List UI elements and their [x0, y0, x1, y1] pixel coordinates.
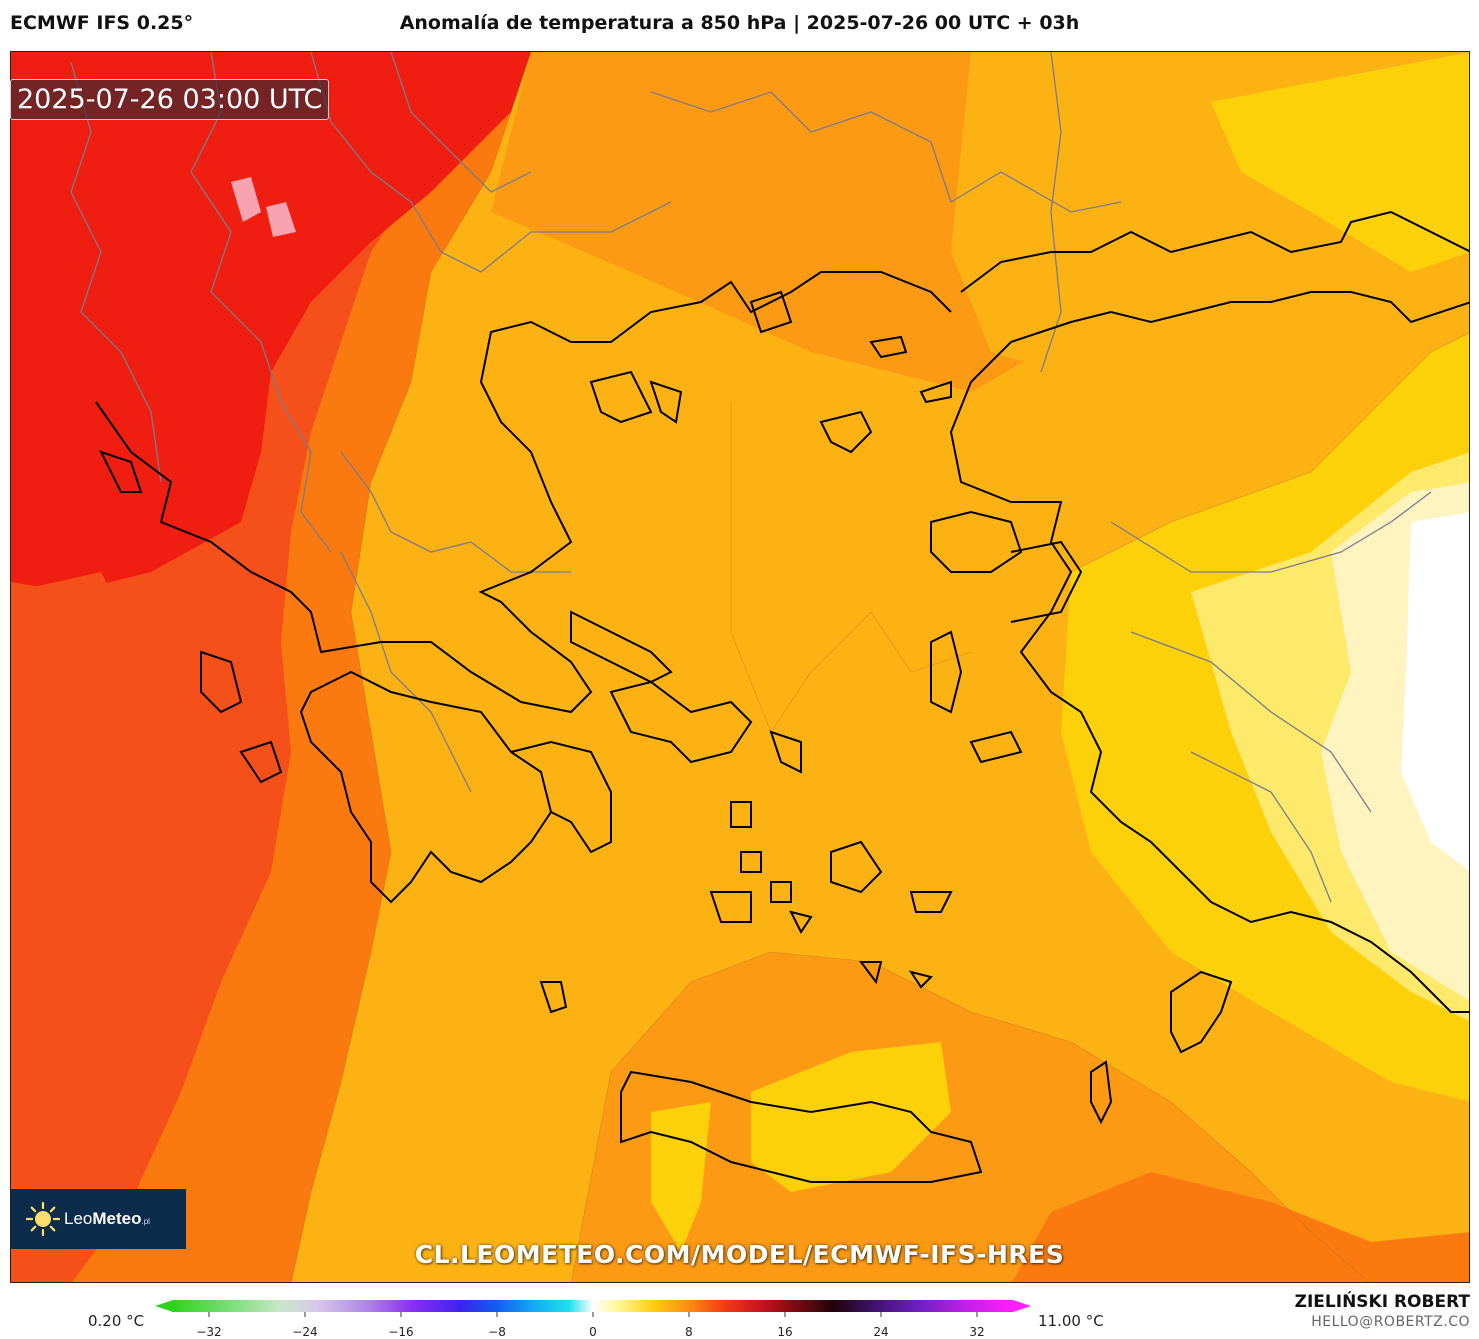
legend-max-label: 11.00 °C	[1038, 1312, 1104, 1330]
leometeo-logo[interactable]: LeoMeteo.pl	[11, 1189, 186, 1249]
author-name: ZIELIŃSKI ROBERT	[1294, 1292, 1470, 1312]
color-scale-right-arrow	[1013, 1300, 1031, 1312]
anomaly-zone-red-west	[11, 572, 121, 692]
color-scale-left-arrow	[155, 1300, 173, 1312]
map-canvas	[11, 52, 1469, 1282]
color-scale-tick-label: 32	[969, 1325, 985, 1339]
source-watermark: CL.LEOMETEO.COM/MODEL/ECMWF-IFS-HRES	[414, 1240, 1065, 1269]
model-name: ECMWF IFS 0.25°	[10, 12, 194, 34]
anomaly-zone-red	[11, 52, 531, 592]
sun-icon	[25, 1201, 61, 1237]
author-email[interactable]: HELLO@ROBERTZ.CO	[1311, 1314, 1470, 1330]
anomaly-zone-yellow-kythera	[651, 1102, 711, 1252]
color-scale-tick-label: 8	[685, 1325, 693, 1339]
anomaly-zone-yellow-crete	[751, 1042, 951, 1192]
color-scale-body	[173, 1300, 1013, 1312]
logo-name-strong: Meteo	[92, 1209, 142, 1228]
color-scale-tick-label: −16	[388, 1325, 414, 1339]
color-scale-tick-label: 24	[873, 1325, 889, 1339]
color-scale-tick-label: 16	[777, 1325, 793, 1339]
logo-name: Leo	[64, 1209, 93, 1228]
legend-min-label: 0.20 °C	[88, 1312, 145, 1330]
coastlines	[95, 210, 1469, 1183]
anomaly-zone-yellow-ne	[1211, 52, 1469, 272]
valid-time-badge: 2025-07-26 03:00 UTC	[10, 79, 330, 120]
color-scale-tick-label: −24	[292, 1325, 318, 1339]
color-scale-tick-label: −8	[488, 1325, 506, 1339]
color-scale-ticks	[208, 1312, 978, 1317]
logo-suffix: .pl	[141, 1217, 150, 1226]
color-scale-tick-label: 0	[589, 1325, 597, 1339]
color-scale-tick-label: −32	[196, 1325, 222, 1339]
anomaly-zone-pink	[231, 177, 261, 222]
color-scale-bar	[155, 1300, 1031, 1317]
anomaly-zone-pink-2	[266, 202, 296, 237]
temperature-anomaly-map	[10, 51, 1470, 1283]
anomaly-zone-orange-se	[1012, 1172, 1469, 1282]
logo-wordmark: LeoMeteo.pl	[64, 1209, 150, 1229]
map-title: Anomalía de temperatura a 850 hPa | 2025…	[399, 12, 1080, 34]
country-borders	[70, 52, 1432, 903]
anomaly-zone-white	[1401, 512, 1469, 871]
